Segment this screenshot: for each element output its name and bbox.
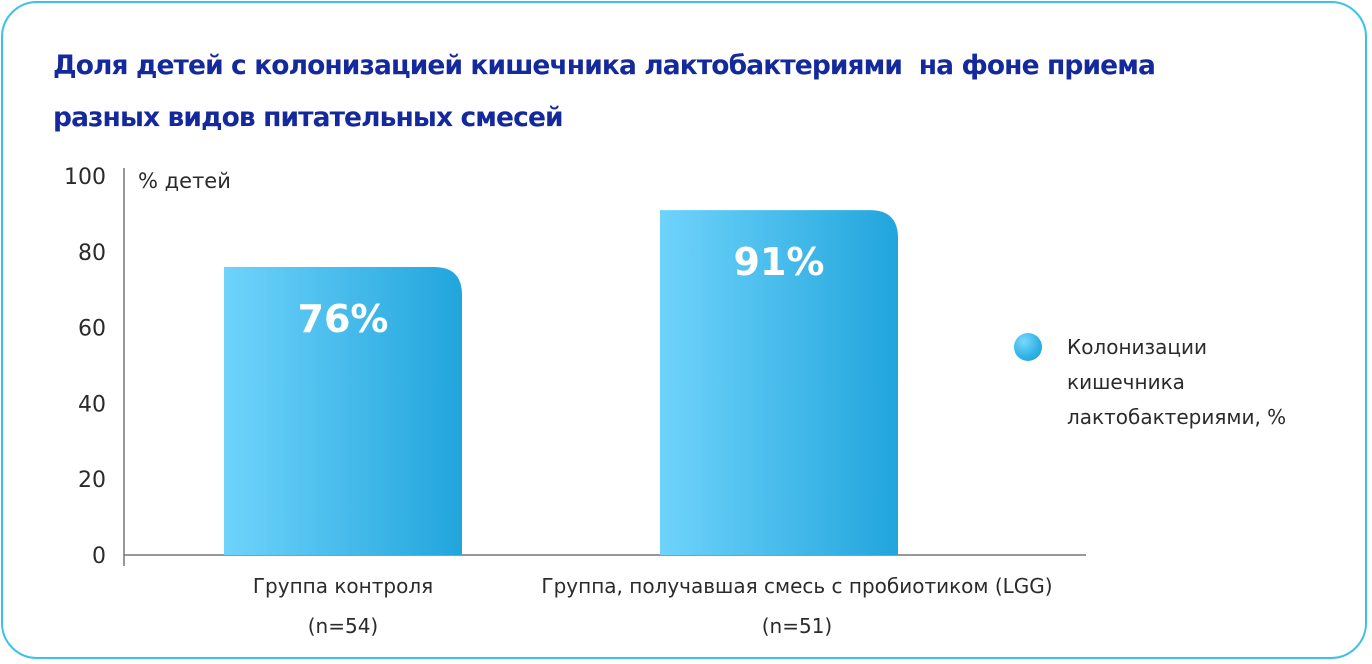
chart-title: Доля детей с колонизацией кишечника лакт… [53, 40, 1233, 144]
y-tick-label: 0 [92, 544, 106, 569]
y-tick-label: 80 [78, 241, 106, 266]
x-category-label: Группа, получавшая смесь с пробиотиком (… [541, 574, 1052, 598]
chart-title-line-2: разных видов питательных смесей [53, 102, 564, 133]
y-tick-label: 20 [78, 468, 106, 493]
legend-marker-icon [1014, 333, 1042, 361]
bar [660, 210, 898, 556]
legend-label-line-1: Колонизации [1067, 335, 1208, 359]
y-axis-label: % детей [138, 169, 231, 193]
y-tick-label: 40 [78, 392, 106, 417]
bar-value-label: 76% [298, 297, 389, 341]
legend: Колонизации кишечника лактобактериями, % [1012, 330, 1342, 440]
bar [224, 266, 462, 555]
x-category-label: (n=54) [308, 614, 379, 638]
legend-label-line-2: кишечника [1067, 370, 1185, 394]
y-tick-label: 100 [64, 165, 106, 190]
x-category-label: (n=51) [762, 614, 833, 638]
legend-label-line-3: лактобактериями, % [1067, 405, 1287, 429]
y-tick-label: 60 [78, 317, 106, 342]
chart-title-line-1: Доля детей с колонизацией кишечника лакт… [53, 50, 1156, 81]
legend-label: Колонизации кишечника лактобактериями, % [1067, 330, 1337, 435]
x-category-label: Группа контроля [253, 574, 433, 598]
bar-value-label: 91% [734, 240, 825, 284]
